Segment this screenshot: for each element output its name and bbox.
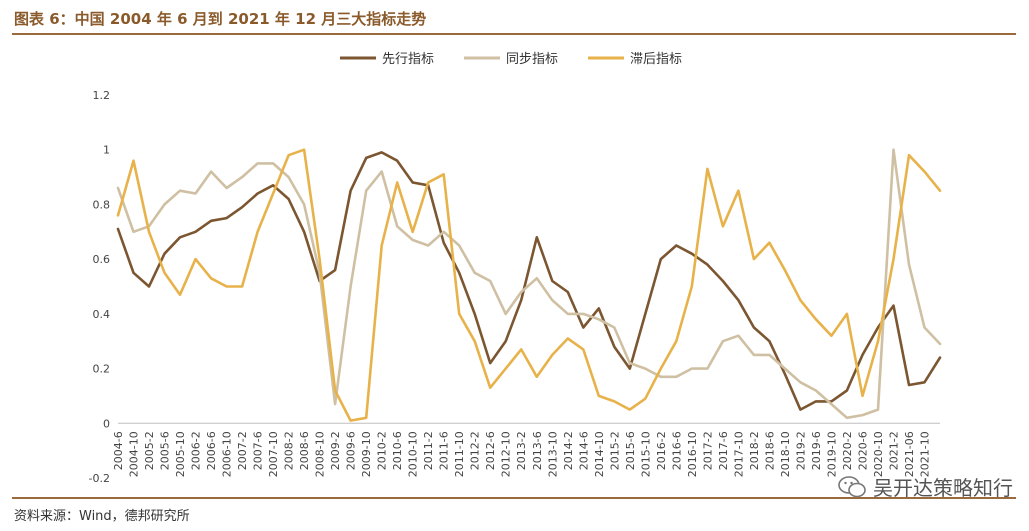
x-tick-label: 2021-2 <box>887 431 900 470</box>
x-tick-label: 2018-2 <box>748 431 761 470</box>
x-tick-label: 2018-10 <box>779 431 792 477</box>
y-tick-label: 0 <box>103 417 110 430</box>
x-tick-label: 2017-6 <box>717 431 730 470</box>
x-tick-label: 2004-6 <box>112 431 125 470</box>
x-tick-label: 2010-10 <box>407 431 420 477</box>
wechat-icon <box>838 475 866 497</box>
x-tick-label: 2019-10 <box>825 431 838 477</box>
legend-label: 先行指标 <box>382 52 434 67</box>
footer-rule <box>12 497 1016 499</box>
x-tick-label: 2014-10 <box>593 431 606 477</box>
x-tick-label: 2013-10 <box>546 431 559 477</box>
chart-title: 图表 6：中国 2004 年 6 月到 2021 年 12 月三大指标走势 <box>14 10 427 28</box>
x-tick-label: 2011-10 <box>453 431 466 477</box>
watermark: 吴开达策略知行 <box>837 472 1013 501</box>
x-tick-label: 2012-10 <box>500 431 513 477</box>
x-tick-label: 2019-2 <box>794 431 807 470</box>
x-tick-label: 2010-2 <box>376 431 389 470</box>
series-line-0 <box>116 151 942 411</box>
series-line-2 <box>116 148 942 422</box>
y-tick-label: 0.6 <box>93 253 111 266</box>
x-tick-label: 2012-2 <box>469 431 482 470</box>
x-tick-label: 2005-10 <box>174 431 187 477</box>
x-tick-label: 2008-10 <box>314 431 327 477</box>
x-tick-label: 2016-2 <box>655 431 668 470</box>
y-tick-label: 0.2 <box>93 363 111 376</box>
x-tick-label: 2008-2 <box>283 431 296 470</box>
x-tick-label: 2016-6 <box>670 431 683 470</box>
y-tick-label: -0.2 <box>89 472 110 485</box>
header-rule <box>12 33 1016 35</box>
x-tick-label: 2012-6 <box>484 431 497 470</box>
watermark-text: 吴开达策略知行 <box>873 476 1013 500</box>
x-tick-label: 2014-2 <box>562 431 575 470</box>
x-tick-label: 2015-10 <box>639 431 652 477</box>
x-tick-label: 2013-6 <box>531 431 544 470</box>
x-tick-label: 2009-2 <box>329 431 342 470</box>
x-tick-label: 2005-2 <box>143 431 156 470</box>
legend-label: 滞后指标 <box>630 52 682 67</box>
x-tick-label: 2014-6 <box>577 431 590 470</box>
x-tick-label: 2004-10 <box>128 431 141 477</box>
y-tick-label: 0.4 <box>93 308 111 321</box>
x-tick-label: 2005-6 <box>159 431 172 470</box>
legend-label: 同步指标 <box>506 52 558 67</box>
source-note: 资料来源：Wind，德邦研究所 <box>14 509 190 524</box>
x-tick-label: 2017-10 <box>732 431 745 477</box>
x-tick-label: 2021-10 <box>918 431 931 477</box>
x-tick-label: 2007-10 <box>267 431 280 477</box>
x-tick-label: 2006-2 <box>190 431 203 470</box>
x-tick-label: 2013-2 <box>515 431 528 470</box>
chart-legend: 先行指标 同步指标 滞后指标 <box>340 52 682 67</box>
x-tick-label: 2011-6 <box>438 431 451 470</box>
y-axis: -0.2 0 0.2 0.4 0.6 0.8 1 1.2 <box>89 89 110 485</box>
x-tick-label: 2019-6 <box>810 431 823 470</box>
line-chart: 先行指标 同步指标 滞后指标 -0.2 0 0.2 0.4 0.6 0.8 1 1.2 2004-… <box>89 52 942 485</box>
x-tick-label: 2006-10 <box>221 431 234 477</box>
x-tick-label: 2020-10 <box>872 431 885 477</box>
x-tick-label: 2006-6 <box>205 431 218 470</box>
x-tick-label: 2007-6 <box>252 431 265 470</box>
x-tick-label: 2016-10 <box>686 431 699 477</box>
y-tick-label: 1 <box>103 144 110 157</box>
x-tick-label: 2009-6 <box>345 431 358 470</box>
x-tick-label: 2017-2 <box>701 431 714 470</box>
series-lines <box>116 148 942 422</box>
x-tick-label: 2007-2 <box>236 431 249 470</box>
x-tick-label: 2008-6 <box>298 431 311 470</box>
y-tick-label: 1.2 <box>93 89 111 102</box>
x-tick-label: 2011-2 <box>422 431 435 470</box>
series-line-1 <box>116 148 942 420</box>
x-tick-label: 2018-6 <box>763 431 776 470</box>
x-tick-label: 2015-6 <box>624 431 637 470</box>
y-tick-label: 0.8 <box>93 198 111 211</box>
x-tick-label: 2015-2 <box>608 431 621 470</box>
x-tick-label: 2010-6 <box>391 431 404 470</box>
x-tick-label: 2021-06 <box>903 431 916 477</box>
x-tick-label: 2009-10 <box>360 431 373 477</box>
x-tick-label: 2020-6 <box>856 431 869 470</box>
x-axis: 2004-6 2004-10 2005-2 2005-6 2005-10 2006-2 20… <box>112 422 940 477</box>
x-tick-label: 2020-2 <box>841 431 854 470</box>
